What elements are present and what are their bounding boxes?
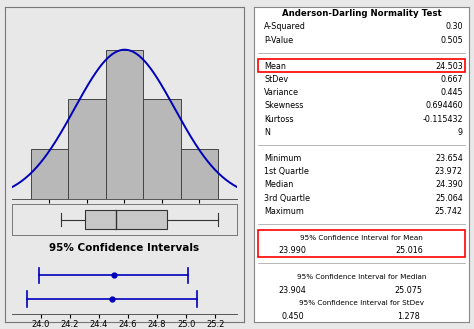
Text: 0.505: 0.505 — [440, 36, 463, 45]
Text: P-Value: P-Value — [264, 36, 293, 45]
Text: 0.667: 0.667 — [440, 75, 463, 84]
Text: 0.30: 0.30 — [445, 22, 463, 32]
Text: Median: Median — [264, 180, 293, 190]
Text: 95% Confidence Interval for Mean: 95% Confidence Interval for Mean — [300, 235, 423, 240]
Text: 0.694460: 0.694460 — [425, 101, 463, 111]
Text: 1.278: 1.278 — [398, 312, 420, 321]
Text: 95% Confidence Interval for Median: 95% Confidence Interval for Median — [297, 274, 426, 280]
Text: 23.972: 23.972 — [435, 167, 463, 176]
Bar — [181, 149, 218, 199]
Text: 24.503: 24.503 — [435, 62, 463, 71]
Text: Mean: Mean — [264, 62, 286, 71]
Bar — [143, 99, 181, 199]
Text: Kurtoss: Kurtoss — [264, 114, 294, 124]
Text: 3rd Quartle: 3rd Quartle — [264, 193, 310, 203]
Text: -0.115432: -0.115432 — [422, 114, 463, 124]
Text: 23.904: 23.904 — [279, 286, 306, 295]
Text: 23.990: 23.990 — [278, 246, 306, 255]
Text: 25.075: 25.075 — [395, 286, 423, 295]
Text: Minimum: Minimum — [264, 154, 302, 163]
Text: 1st Quartle: 1st Quartle — [264, 167, 309, 176]
Text: Maximum: Maximum — [264, 207, 304, 216]
Text: 25.016: 25.016 — [395, 246, 423, 255]
Text: 95% Confidence Interval for StDev: 95% Confidence Interval for StDev — [299, 300, 424, 306]
Text: A-Squared: A-Squared — [264, 22, 306, 32]
Bar — [85, 210, 167, 229]
Text: StDev: StDev — [264, 75, 289, 84]
Bar — [68, 99, 106, 199]
Text: 0.450: 0.450 — [281, 312, 304, 321]
Text: 95% Confidence Intervals: 95% Confidence Intervals — [49, 242, 200, 253]
Bar — [106, 50, 143, 199]
Text: Skewness: Skewness — [264, 101, 304, 111]
Text: 25.742: 25.742 — [435, 207, 463, 216]
Bar — [31, 149, 68, 199]
Text: Variance: Variance — [264, 88, 300, 97]
Text: 23.654: 23.654 — [435, 154, 463, 163]
Text: 9: 9 — [458, 128, 463, 137]
Text: 0.445: 0.445 — [440, 88, 463, 97]
Text: N: N — [264, 128, 270, 137]
Text: 24.390: 24.390 — [435, 180, 463, 190]
Text: Anderson-Darling Normality Test: Anderson-Darling Normality Test — [282, 9, 441, 18]
Text: 25.064: 25.064 — [435, 193, 463, 203]
